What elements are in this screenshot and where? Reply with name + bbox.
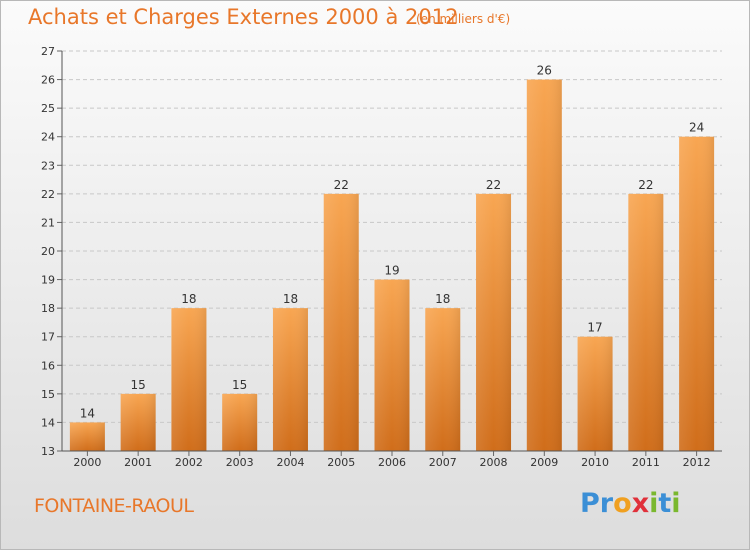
y-tick-label: 26	[41, 74, 55, 87]
x-tick-label: 2009	[530, 456, 558, 469]
data-label: 17	[587, 321, 602, 335]
x-tick-label: 2004	[276, 456, 304, 469]
data-label: 22	[334, 178, 349, 192]
x-tick-label: 2005	[327, 456, 355, 469]
commune-name: FONTAINE-RAOUL	[34, 495, 194, 517]
bar-shading	[679, 136, 715, 451]
y-tick-label: 22	[41, 188, 55, 201]
data-label: 18	[181, 292, 196, 306]
data-label: 19	[384, 264, 399, 278]
y-tick-label: 18	[41, 302, 55, 315]
logo-letter: o	[613, 488, 632, 519]
bar-shading	[272, 308, 308, 451]
y-tick-label: 13	[41, 445, 55, 458]
bar-shading	[171, 308, 207, 451]
x-tick-label: 2002	[175, 456, 203, 469]
y-tick-label: 14	[41, 416, 55, 429]
y-tick-label: 27	[41, 45, 55, 58]
x-tick-label: 2003	[226, 456, 254, 469]
y-tick-label: 15	[41, 388, 55, 401]
x-tick-label: 2008	[480, 456, 508, 469]
y-tick-label: 25	[41, 102, 55, 115]
y-tick-label: 24	[41, 131, 55, 144]
chart-unit: (en milliers d'€)	[416, 12, 511, 26]
x-tick-label: 2012	[683, 456, 711, 469]
bar-shading	[425, 308, 461, 451]
data-label: 15	[232, 378, 247, 392]
x-tick-label: 2010	[581, 456, 609, 469]
logo-letter: P	[580, 488, 600, 519]
data-label: 22	[486, 178, 501, 192]
bar-shading	[628, 193, 664, 451]
data-label: 22	[638, 178, 653, 192]
x-tick-label: 2001	[124, 456, 152, 469]
bar-shading	[476, 193, 512, 451]
y-tick-label: 16	[41, 359, 55, 372]
x-tick-label: 2006	[378, 456, 406, 469]
x-tick-label: 2011	[632, 456, 660, 469]
proxiti-logo: Proxiti	[580, 488, 681, 519]
x-tick-label: 2000	[73, 456, 101, 469]
logo-letter: r	[599, 488, 614, 519]
data-label: 15	[131, 378, 146, 392]
chart-title: Achats et Charges Externes 2000 à 2012	[28, 5, 459, 29]
data-label: 18	[283, 292, 298, 306]
y-tick-label: 20	[41, 245, 55, 258]
bar-shading	[374, 279, 410, 451]
y-tick-label: 21	[41, 216, 55, 229]
x-tick-label: 2007	[429, 456, 457, 469]
data-label: 18	[435, 292, 450, 306]
bar-shading	[69, 422, 105, 451]
bar-shading	[120, 393, 156, 451]
bar-shading	[222, 393, 258, 451]
bar-shading	[323, 193, 359, 451]
logo-letter: t	[658, 488, 672, 519]
y-tick-label: 19	[41, 274, 55, 287]
bar-shading	[526, 79, 562, 452]
logo-letter: i	[671, 488, 681, 519]
data-label: 26	[537, 64, 552, 78]
y-tick-label: 17	[41, 331, 55, 344]
logo-letter: i	[649, 488, 659, 519]
y-tick-label: 23	[41, 159, 55, 172]
data-label: 24	[689, 121, 704, 135]
logo-letter: x	[631, 488, 650, 519]
bar-shading	[577, 336, 613, 451]
data-label: 14	[80, 406, 95, 420]
